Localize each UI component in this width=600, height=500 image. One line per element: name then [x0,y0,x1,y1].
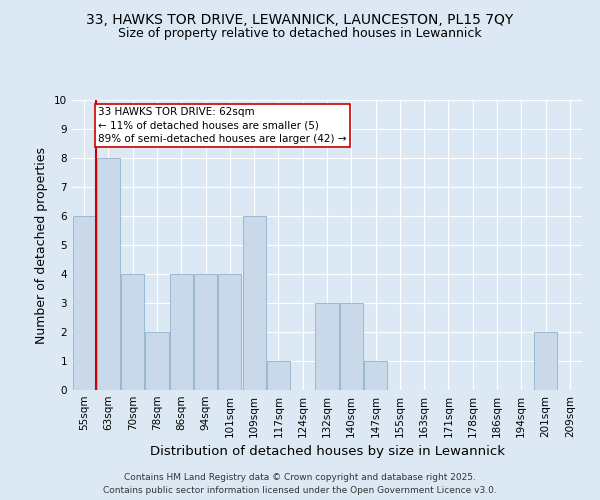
Bar [534,332,557,390]
Bar [170,274,193,390]
Bar [340,303,363,390]
Bar [316,303,338,390]
Bar [267,361,290,390]
Bar [97,158,120,390]
Text: 33 HAWKS TOR DRIVE: 62sqm
← 11% of detached houses are smaller (5)
89% of semi-d: 33 HAWKS TOR DRIVE: 62sqm ← 11% of detac… [98,108,347,144]
X-axis label: Distribution of detached houses by size in Lewannick: Distribution of detached houses by size … [149,446,505,458]
Bar [145,332,169,390]
Bar [364,361,387,390]
Text: Contains HM Land Registry data © Crown copyright and database right 2025.
Contai: Contains HM Land Registry data © Crown c… [103,474,497,495]
Bar [121,274,144,390]
Bar [242,216,266,390]
Text: 33, HAWKS TOR DRIVE, LEWANNICK, LAUNCESTON, PL15 7QY: 33, HAWKS TOR DRIVE, LEWANNICK, LAUNCEST… [86,12,514,26]
Bar [218,274,241,390]
Bar [194,274,217,390]
Bar [73,216,95,390]
Text: Size of property relative to detached houses in Lewannick: Size of property relative to detached ho… [118,28,482,40]
Y-axis label: Number of detached properties: Number of detached properties [35,146,49,344]
